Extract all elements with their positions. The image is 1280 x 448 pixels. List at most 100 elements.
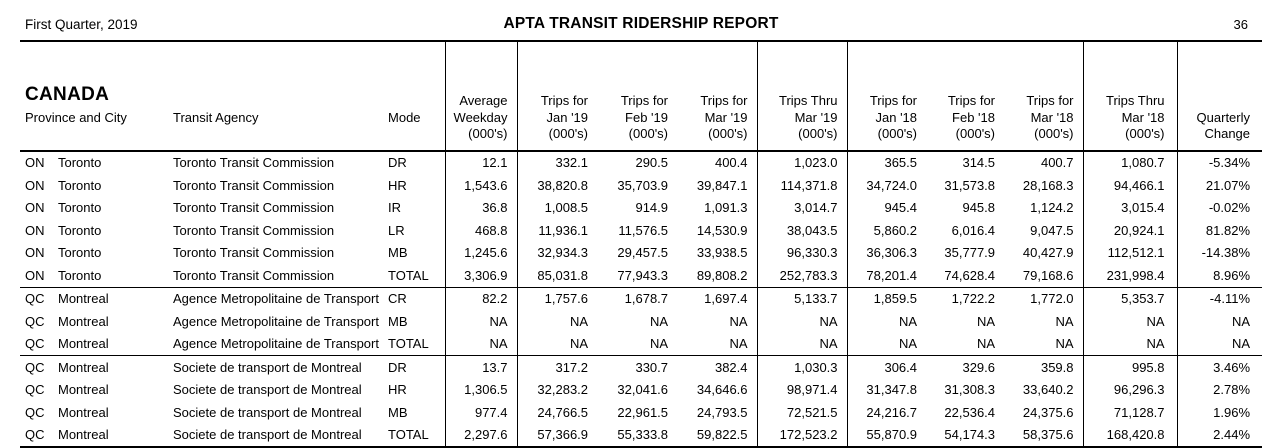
cell-thru-mar18: 20,924.1 bbox=[1082, 219, 1178, 242]
cell-quarterly-change: 3.46% bbox=[1213, 359, 1251, 375]
cell-thru-mar18: 94,466.1 bbox=[1082, 174, 1178, 197]
cell-city: Toronto bbox=[58, 267, 102, 283]
cell-thru-mar19: 114,371.8 bbox=[756, 174, 848, 197]
cell-feb18: 54,174.3 bbox=[944, 427, 996, 443]
cell-mode: LR bbox=[388, 222, 405, 238]
cell-province: QC bbox=[25, 336, 45, 352]
cell-feb18: 31,573.8 bbox=[944, 177, 996, 193]
cell-city: Montreal bbox=[58, 313, 109, 329]
cell-mar18: 1,124.2 bbox=[1030, 200, 1074, 216]
column-header-agency: Transit Agency bbox=[173, 41, 385, 151]
table-header: CANADA Province and City Transit Agency Mod… bbox=[20, 41, 1263, 151]
cell-quarterly-change: 8.96% bbox=[1213, 267, 1251, 283]
cell-city: Montreal bbox=[58, 291, 109, 307]
cell-province: QC bbox=[25, 359, 45, 375]
header-line: Mode bbox=[388, 109, 421, 125]
cell-avg-weekday: 1,306.5 bbox=[444, 378, 518, 401]
cell-mar18: 400.7 bbox=[1040, 155, 1074, 171]
cell-jan19: 57,366.9 bbox=[516, 423, 598, 447]
header-line: Feb '19 bbox=[625, 109, 669, 125]
column-header-mar18: Trips for Mar '18 (000's) bbox=[1004, 41, 1083, 151]
cell-jan18: 31,347.8 bbox=[866, 382, 918, 398]
cell-mar18: NA bbox=[1055, 313, 1074, 329]
column-header-quarterly-change: Quarterly Change bbox=[1177, 41, 1262, 151]
cell-quarterly-change: -14.38% bbox=[1201, 245, 1251, 261]
cell-feb19: 77,943.3 bbox=[617, 267, 669, 283]
cell-mar18: 58,375.6 bbox=[1022, 427, 1074, 443]
cell-jan18: NA bbox=[898, 336, 918, 352]
cell-feb19: NA bbox=[649, 313, 669, 329]
cell-jan19: 1,008.5 bbox=[516, 196, 598, 219]
cell-jan18: 55,870.9 bbox=[866, 427, 918, 443]
header-line: Trips for bbox=[700, 93, 748, 108]
cell-mar19: 89,808.2 bbox=[696, 267, 748, 283]
cell-feb19: 290.5 bbox=[635, 155, 669, 171]
cell-mar19: 24,793.5 bbox=[696, 404, 748, 420]
cell-agency: Agence Metropolitaine de Transport bbox=[173, 291, 379, 307]
cell-jan18: 306.4 bbox=[884, 359, 918, 375]
cell-mar19: 400.4 bbox=[714, 155, 748, 171]
cell-province: QC bbox=[25, 313, 45, 329]
cell-quarterly-change: 81.82% bbox=[1205, 222, 1251, 238]
table-row: QC Montreal Societe de transport de Montre… bbox=[20, 378, 1262, 401]
cell-thru-mar19: 1,030.3 bbox=[756, 355, 848, 379]
cell-avg-weekday: 1,245.6 bbox=[444, 241, 518, 264]
cell-mar18: 9,047.5 bbox=[1030, 222, 1074, 238]
cell-jan19: 24,766.5 bbox=[516, 401, 598, 424]
cell-feb18: 6,016.4 bbox=[951, 222, 996, 238]
cell-feb18: NA bbox=[976, 313, 996, 329]
header-line: (000's) bbox=[628, 126, 669, 141]
cell-quarterly-change: 2.78% bbox=[1213, 382, 1251, 398]
cell-mar19: 382.4 bbox=[714, 359, 748, 375]
cell-mar19: 33,938.5 bbox=[696, 245, 748, 261]
header-line: Feb '18 bbox=[952, 109, 996, 125]
cell-quarterly-change: -4.11% bbox=[1209, 291, 1251, 307]
cell-jan18: 24,216.7 bbox=[866, 404, 918, 420]
cell-mode: DR bbox=[388, 359, 407, 375]
cell-thru-mar18: 71,128.7 bbox=[1082, 401, 1178, 424]
cell-quarterly-change: NA bbox=[1231, 313, 1251, 329]
cell-thru-mar18: 1,080.7 bbox=[1082, 150, 1178, 174]
cell-mar19: NA bbox=[729, 336, 748, 352]
page-header: First Quarter, 2019 APTA TRANSIT RIDERSH… bbox=[20, 13, 1262, 39]
cell-city: Montreal bbox=[58, 359, 109, 375]
cell-city: Montreal bbox=[58, 404, 109, 420]
cell-mode: DR bbox=[388, 155, 407, 171]
header-line: (000's) bbox=[548, 126, 589, 141]
header-line: (000's) bbox=[1034, 126, 1074, 141]
cell-jan18: 1,859.5 bbox=[873, 291, 918, 307]
cell-city: Toronto bbox=[58, 200, 102, 216]
header-line: Mar '18 bbox=[1121, 109, 1165, 125]
header-line: (000's) bbox=[798, 126, 838, 141]
cell-agency: Toronto Transit Commission bbox=[173, 155, 335, 171]
cell-city: Montreal bbox=[58, 382, 109, 398]
cell-feb19: NA bbox=[649, 336, 669, 352]
cell-thru-mar19: 172,523.2 bbox=[756, 423, 848, 447]
cell-feb19: 22,961.5 bbox=[617, 404, 669, 420]
table-row: ON Toronto Toronto Transit Commission LR 468… bbox=[20, 219, 1262, 242]
cell-thru-mar18: 3,015.4 bbox=[1082, 196, 1178, 219]
cell-city: Montreal bbox=[58, 427, 109, 443]
cell-mar18: 24,375.6 bbox=[1022, 404, 1074, 420]
cell-province: ON bbox=[25, 177, 45, 193]
cell-thru-mar18: 995.8 bbox=[1082, 355, 1178, 379]
cell-avg-weekday: 12.1 bbox=[444, 150, 518, 174]
cell-province: ON bbox=[25, 222, 45, 238]
cell-jan19: 317.2 bbox=[516, 355, 598, 379]
cell-mar18: 79,168.6 bbox=[1022, 267, 1074, 283]
cell-province: ON bbox=[25, 245, 45, 261]
cell-quarterly-change: -5.34% bbox=[1208, 155, 1251, 171]
cell-feb18: NA bbox=[976, 336, 996, 352]
cell-agency: Societe de transport de Montreal bbox=[173, 404, 362, 420]
table-row: QC Montreal Agence Metropolitaine de Trans… bbox=[20, 310, 1262, 333]
cell-jan19: 85,031.8 bbox=[516, 264, 598, 287]
cell-city: Toronto bbox=[58, 222, 102, 238]
cell-mode: MB bbox=[388, 313, 408, 329]
cell-mode: TOTAL bbox=[388, 336, 429, 352]
cell-feb19: 914.9 bbox=[635, 200, 669, 216]
header-line: Trips for bbox=[540, 93, 589, 108]
cell-thru-mar18: 5,353.7 bbox=[1082, 287, 1178, 310]
cell-jan18: 945.4 bbox=[884, 200, 918, 216]
header-line: Average bbox=[459, 93, 508, 108]
